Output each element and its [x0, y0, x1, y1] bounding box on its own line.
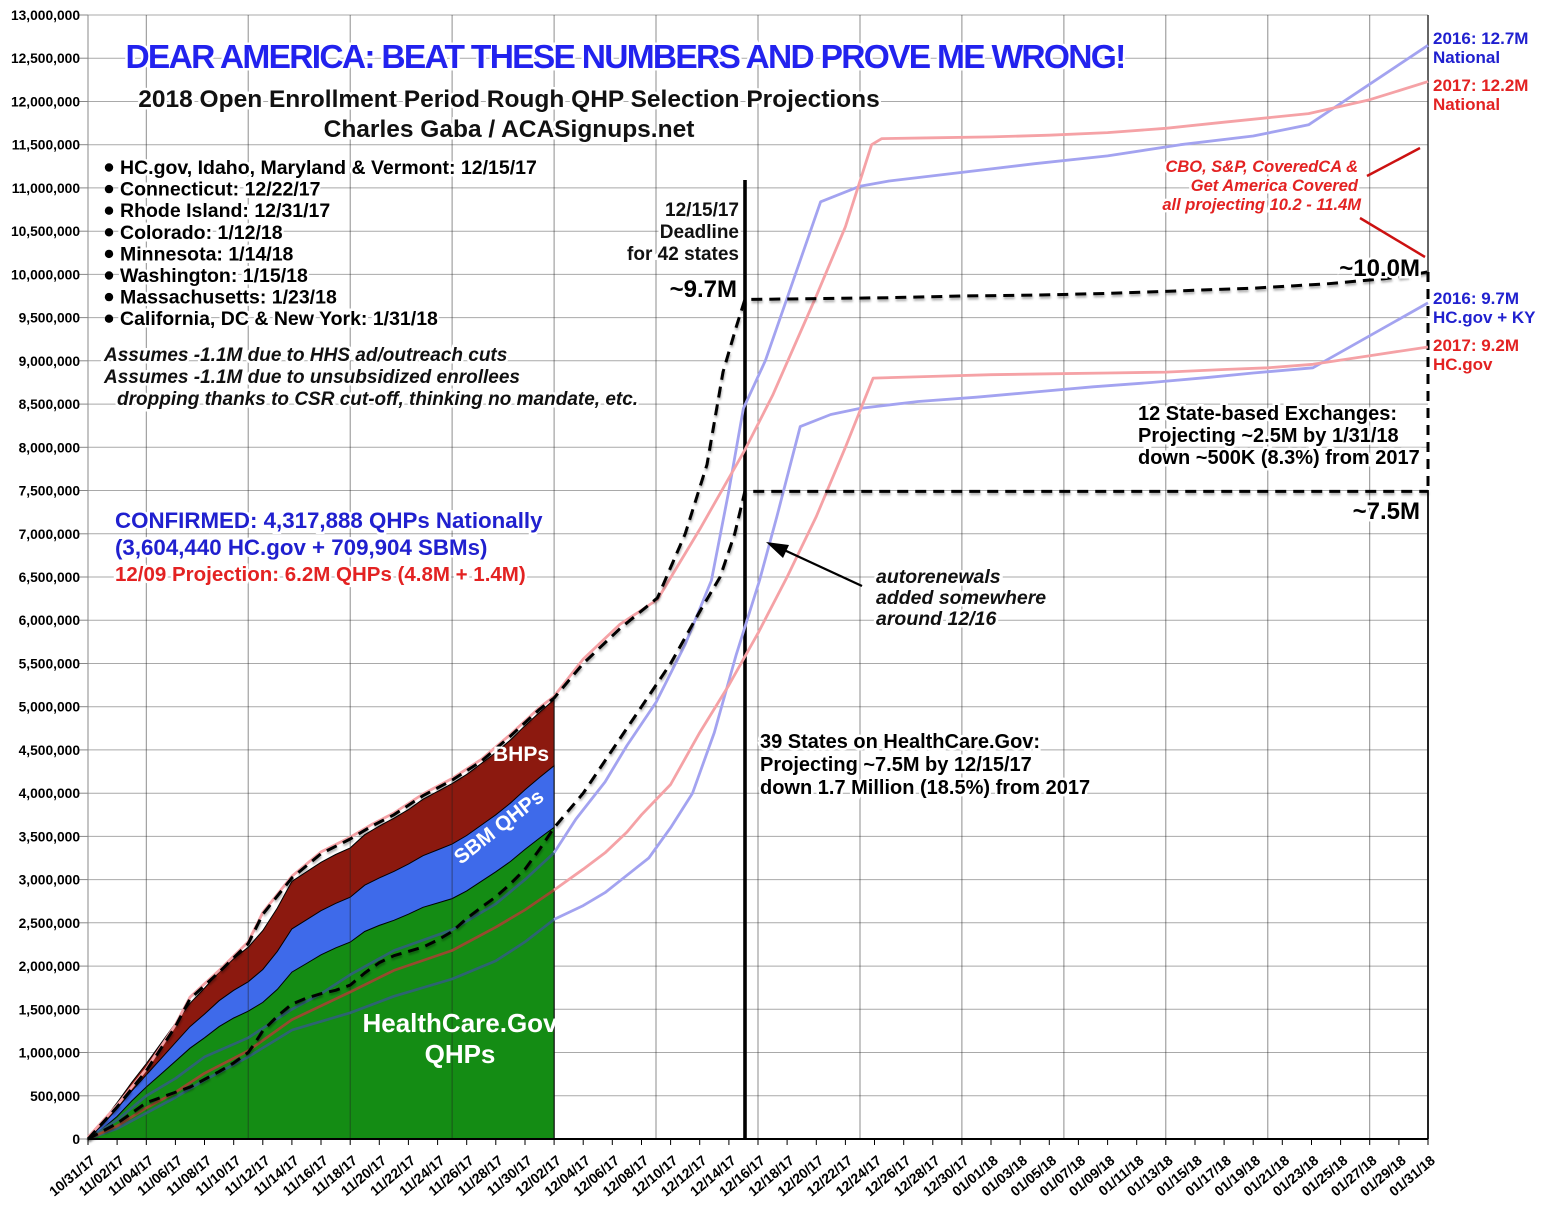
svg-text:2016: 9.7M: 2016: 9.7M — [1433, 289, 1519, 308]
svg-text:6,500,000: 6,500,000 — [19, 570, 81, 585]
svg-text:11,000,000: 11,000,000 — [12, 181, 81, 196]
svg-text:10,500,000: 10,500,000 — [11, 224, 80, 239]
svg-text:3,000,000: 3,000,000 — [19, 873, 81, 888]
svg-text:5,000,000: 5,000,000 — [19, 700, 81, 715]
svg-text:3,500,000: 3,500,000 — [19, 829, 81, 844]
svg-text:Deadline: Deadline — [660, 222, 739, 243]
svg-text:12 State-based Exchanges:: 12 State-based Exchanges: — [1138, 403, 1397, 425]
svg-text:0: 0 — [72, 1132, 80, 1147]
svg-text:Colorado: 1/12/18: Colorado: 1/12/18 — [120, 222, 283, 244]
svg-text:Washington: 1/15/18: Washington: 1/15/18 — [120, 265, 308, 287]
svg-text:9,000,000: 9,000,000 — [19, 354, 81, 369]
svg-text:HC.gov + KY: HC.gov + KY — [1433, 308, 1536, 327]
svg-text:Projecting ~7.5M by 12/15/17: Projecting ~7.5M by 12/15/17 — [760, 754, 1032, 776]
svg-text:Assumes -1.1M due to unsubsidi: Assumes -1.1M due to unsubsidized enroll… — [103, 367, 520, 388]
svg-text:National: National — [1433, 48, 1500, 67]
svg-text:6,000,000: 6,000,000 — [19, 613, 81, 628]
svg-text:12/09 Projection: 6.2M QHPs (4: 12/09 Projection: 6.2M QHPs (4.8M + 1.4M… — [115, 563, 526, 586]
svg-text:2018 Open Enrollment Period Ro: 2018 Open Enrollment Period Rough QHP Se… — [138, 86, 880, 113]
svg-text:10,000,000: 10,000,000 — [11, 267, 80, 282]
svg-text:7,000,000: 7,000,000 — [19, 527, 81, 542]
svg-text:National: National — [1433, 95, 1500, 114]
svg-text:8,500,000: 8,500,000 — [19, 397, 81, 412]
svg-text:Minnesota: 1/14/18: Minnesota: 1/14/18 — [120, 243, 294, 265]
svg-text:(3,604,440 HC.gov + 709,904 SB: (3,604,440 HC.gov + 709,904 SBMs) — [115, 535, 487, 560]
svg-text:HC.gov, Idaho, Maryland & Verm: HC.gov, Idaho, Maryland & Vermont: 12/15… — [120, 157, 537, 179]
svg-text:12,000,000: 12,000,000 — [11, 95, 80, 110]
svg-text:HealthCare.Gov: HealthCare.Gov — [362, 1008, 558, 1038]
svg-text:CONFIRMED: 4,317,888 QHPs Nati: CONFIRMED: 4,317,888 QHPs Nationally — [115, 508, 543, 533]
svg-text:Massachusetts: 1/23/18: Massachusetts: 1/23/18 — [120, 287, 337, 309]
svg-text:down ~500K (8.3%) from 2017: down ~500K (8.3%) from 2017 — [1138, 447, 1420, 469]
svg-text:CBO, S&P, CoveredCA &: CBO, S&P, CoveredCA & — [1165, 158, 1358, 176]
svg-text:7,500,000: 7,500,000 — [19, 484, 81, 499]
svg-text:dropping thanks to CSR cut-off: dropping thanks to CSR cut-off, thinking… — [117, 389, 638, 410]
svg-text:1,000,000: 1,000,000 — [19, 1046, 81, 1061]
svg-text:5,500,000: 5,500,000 — [19, 657, 81, 672]
svg-text:BHPs: BHPs — [493, 743, 549, 766]
svg-text:HC.gov: HC.gov — [1433, 355, 1493, 374]
svg-text:for 42 states: for 42 states — [627, 244, 739, 265]
svg-text:500,000: 500,000 — [30, 1089, 80, 1104]
svg-text:8,000,000: 8,000,000 — [19, 440, 81, 455]
svg-text:2,500,000: 2,500,000 — [19, 916, 81, 931]
svg-text:Projecting ~2.5M by 1/31/18: Projecting ~2.5M by 1/31/18 — [1138, 425, 1399, 447]
svg-text:12/15/17: 12/15/17 — [665, 200, 739, 221]
svg-text:Charles Gaba / ACASignups.net: Charles Gaba / ACASignups.net — [324, 116, 695, 143]
svg-text:DEAR AMERICA: BEAT THESE NUMBE: DEAR AMERICA: BEAT THESE NUMBERS AND PRO… — [125, 39, 1124, 76]
svg-text:1,500,000: 1,500,000 — [19, 1002, 81, 1017]
svg-text:all projecting 10.2 - 11.4M: all projecting 10.2 - 11.4M — [1162, 196, 1362, 214]
svg-text:11,500,000: 11,500,000 — [12, 138, 81, 153]
svg-text:4,000,000: 4,000,000 — [19, 786, 81, 801]
svg-text:2017: 12.2M: 2017: 12.2M — [1433, 76, 1528, 95]
svg-text:autorenewals: autorenewals — [876, 566, 1001, 588]
svg-text:2016: 12.7M: 2016: 12.7M — [1433, 29, 1528, 48]
svg-text:~10.0M: ~10.0M — [1339, 255, 1420, 282]
svg-text:39 States on HealthCare.Gov:: 39 States on HealthCare.Gov: — [760, 731, 1040, 753]
svg-text:Assumes -1.1M due to HHS ad/ou: Assumes -1.1M due to HHS ad/outreach cut… — [103, 345, 507, 366]
svg-text:Rhode Island: 12/31/17: Rhode Island: 12/31/17 — [120, 200, 330, 222]
svg-text:Get America Covered: Get America Covered — [1191, 177, 1359, 195]
svg-text:~9.7M: ~9.7M — [670, 276, 737, 303]
svg-text:9,500,000: 9,500,000 — [19, 311, 81, 326]
svg-text:QHPs: QHPs — [425, 1039, 496, 1069]
svg-text:4,500,000: 4,500,000 — [19, 743, 81, 758]
svg-text:around 12/16: around 12/16 — [876, 608, 996, 630]
svg-text:~7.5M: ~7.5M — [1353, 498, 1420, 525]
svg-text:13,000,000: 13,000,000 — [11, 8, 80, 23]
svg-text:down 1.7 Million (18.5%) from: down 1.7 Million (18.5%) from 2017 — [760, 777, 1090, 799]
svg-text:Connecticut: 12/22/17: Connecticut: 12/22/17 — [120, 179, 320, 201]
svg-text:2,000,000: 2,000,000 — [19, 959, 81, 974]
svg-text:12,500,000: 12,500,000 — [11, 51, 80, 66]
svg-text:added somewhere: added somewhere — [876, 587, 1046, 609]
svg-text:California, DC & New York: 1/3: California, DC & New York: 1/31/18 — [120, 308, 438, 330]
svg-text:2017: 9.2M: 2017: 9.2M — [1433, 336, 1519, 355]
